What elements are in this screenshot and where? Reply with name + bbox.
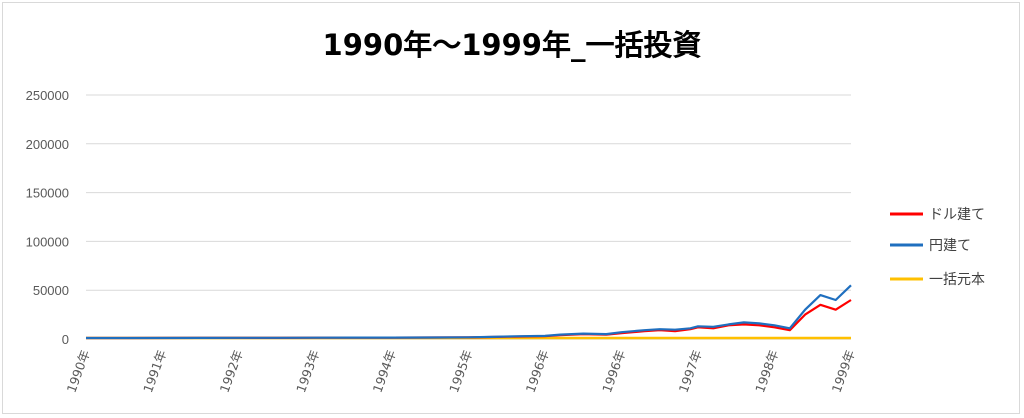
legend-label-2: 一括元本 (929, 272, 985, 288)
chart-title: 1990年～1999年_一括投資 (323, 28, 702, 62)
x-tick-label: 1992年 (217, 348, 246, 395)
series-line-1 (85, 284, 852, 340)
series-lines (85, 284, 852, 340)
x-tick-label: 1997年 (676, 348, 705, 395)
chart-svg: 1990年～1999年_一括投資 0 50000 100000 150000 20000… (26, 28, 985, 395)
x-tick-label: 1998年 (752, 348, 781, 395)
x-axis: 1990年 1991年 1992年 1993年 1994年 1995年 1996年 1996年… (64, 338, 858, 395)
y-tick-label: 250000 (26, 88, 69, 103)
x-tick-label: 1996年 (523, 348, 552, 395)
y-tick-label: 50000 (33, 283, 69, 298)
legend-label-0: ドル建て (929, 207, 985, 223)
y-tick-label: 100000 (26, 234, 69, 249)
x-tick-label: 1996年 (599, 348, 628, 395)
x-tick-label: 1995年 (446, 348, 475, 395)
y-axis: 0 50000 100000 150000 200000 250000 (26, 88, 69, 347)
x-tick-label: 1993年 (293, 348, 322, 395)
x-tick-label: 1994年 (370, 348, 399, 395)
y-tick-label: 150000 (26, 186, 69, 201)
legend-label-1: 円建て (929, 238, 971, 254)
y-tick-label: 0 (62, 332, 69, 347)
x-tick-label: 1991年 (140, 348, 169, 395)
x-tick-label: 1990年 (64, 348, 93, 395)
gridlines (86, 94, 851, 291)
y-tick-label: 200000 (26, 137, 69, 152)
series-line-0 (85, 299, 852, 340)
chart-area: 1990年～1999年_一括投資 0 50000 100000 150000 20000… (2, 2, 1020, 414)
x-tick-label: 1999年 (829, 348, 858, 395)
